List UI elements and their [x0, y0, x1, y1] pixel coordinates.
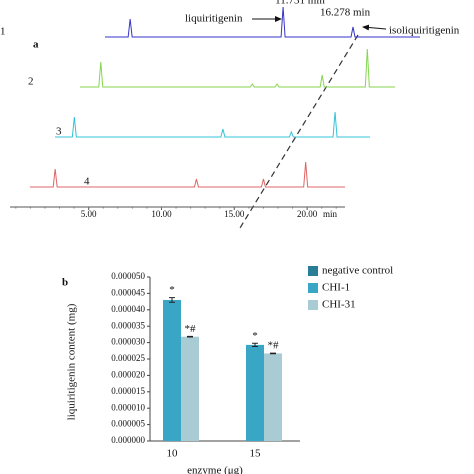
x-tick-label: 10 — [167, 448, 179, 460]
significance: *# — [185, 323, 197, 335]
x-axis-title: enzyme (μg) — [187, 465, 243, 474]
legend-label: CHI-31 — [322, 299, 356, 311]
trace-label: 4 — [84, 176, 90, 188]
significance: * — [169, 284, 175, 296]
significance: * — [252, 330, 258, 342]
dashed-guide — [239, 34, 359, 229]
x-tick-label: 5.00 — [81, 209, 97, 219]
y-tick-label: 0.000005 — [111, 419, 145, 429]
y-tick-label: 0.000000 — [111, 435, 145, 445]
y-tick-label: 0.000040 — [111, 304, 145, 314]
significance: *# — [268, 340, 280, 352]
bar — [163, 299, 181, 441]
trace-label: 1 — [0, 26, 6, 38]
x-tick-label: 15 — [250, 448, 262, 460]
legend-swatch — [308, 300, 318, 310]
error-bar — [187, 335, 193, 338]
error-bar — [270, 352, 276, 355]
trace-label: 2 — [28, 76, 34, 88]
bar — [181, 336, 199, 441]
y-tick-label: 0.000035 — [111, 320, 145, 330]
legend-swatch — [308, 266, 318, 276]
y-tick-label: 0.000045 — [111, 287, 145, 297]
error-bar — [169, 297, 175, 303]
bar — [246, 344, 264, 441]
y-tick-label: 0.000030 — [111, 337, 145, 347]
trace — [55, 111, 370, 138]
peak-time: 16.278 min — [320, 7, 371, 19]
legend-swatch — [308, 283, 318, 293]
legend-label: CHI-1 — [322, 282, 350, 294]
x-tick-label: 10.00 — [151, 209, 172, 219]
panel-label: a — [33, 39, 39, 51]
peak-time: 11.731 min — [275, 0, 325, 7]
y-tick-label: 0.000050 — [111, 271, 145, 281]
y-tick-label: 0.000015 — [111, 386, 145, 396]
y-tick-label: 0.000010 — [111, 402, 145, 412]
peak-name: liquiritigenin — [185, 13, 243, 25]
trace-label: 3 — [56, 126, 62, 138]
legend-label: negative control — [322, 265, 393, 277]
y-tick-label: 0.000025 — [111, 353, 145, 363]
trace — [105, 6, 420, 38]
bar — [264, 353, 282, 441]
y-axis-title: liquiritigenin content (mg) — [66, 303, 78, 420]
trace — [80, 48, 395, 88]
trace — [30, 161, 345, 188]
arrow — [362, 24, 387, 31]
x-tick-label: 20.00 — [297, 209, 318, 219]
peak-name: isoliquiritigenin — [389, 25, 460, 37]
x-tick-label: 15.00 — [224, 209, 245, 219]
error-bar — [252, 342, 258, 348]
x-axis-title: min — [323, 209, 338, 219]
y-tick-label: 0.000020 — [111, 369, 145, 379]
panel-label: b — [62, 277, 68, 289]
